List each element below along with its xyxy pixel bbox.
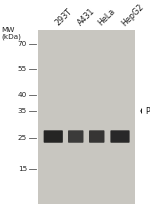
FancyBboxPatch shape (68, 130, 83, 143)
Text: 35: 35 (18, 108, 27, 114)
Text: HeLa: HeLa (97, 7, 117, 28)
Text: HepG2: HepG2 (120, 2, 146, 28)
Text: 25: 25 (18, 135, 27, 141)
FancyBboxPatch shape (110, 130, 130, 143)
Text: 55: 55 (18, 66, 27, 72)
Text: MW
(kDa): MW (kDa) (2, 27, 21, 40)
FancyBboxPatch shape (89, 130, 104, 143)
Text: A431: A431 (76, 7, 97, 28)
Bar (38, 30, 135, 204)
Text: 15: 15 (18, 166, 27, 172)
Text: PCNA: PCNA (146, 107, 150, 115)
Text: 70: 70 (18, 41, 27, 48)
FancyBboxPatch shape (44, 130, 63, 143)
Text: 40: 40 (18, 92, 27, 99)
Text: 293T: 293T (53, 7, 74, 28)
